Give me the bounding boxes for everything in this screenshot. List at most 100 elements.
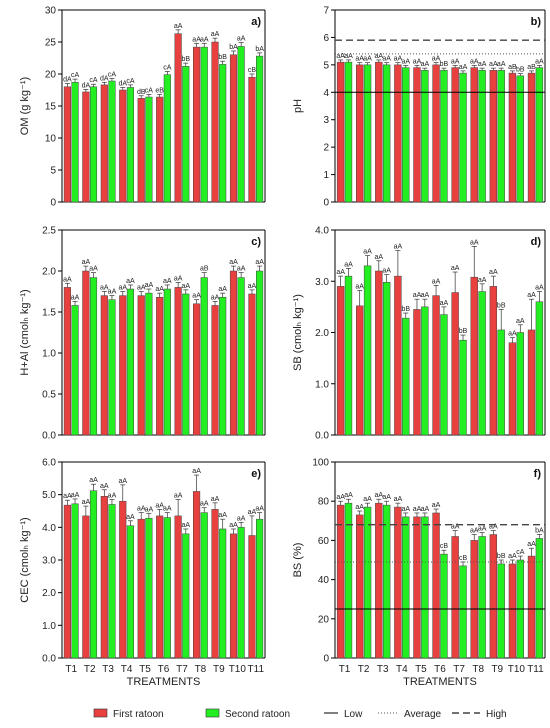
y-tick-label: 0.0 bbox=[42, 654, 56, 665]
bar-first-ratoon-t8 bbox=[193, 303, 201, 436]
bar-first-ratoon-t4 bbox=[119, 500, 127, 659]
bar-second-ratoon-t2 bbox=[363, 64, 372, 203]
bar-significance-label: aA bbox=[218, 286, 227, 293]
y-tick-label: 7 bbox=[323, 6, 329, 17]
bar-significance-label: aA bbox=[336, 494, 345, 501]
legend-high-label: High bbox=[486, 709, 507, 720]
bar-significance-label: aA bbox=[155, 502, 164, 509]
y-axis-label: OM (g kg⁻¹) bbox=[19, 77, 31, 135]
bar-significance-label: bB bbox=[181, 56, 190, 63]
bar-significance-label: aA bbox=[181, 283, 190, 290]
bar-second-ratoon-t11 bbox=[256, 55, 264, 203]
x-tick-label: T2 bbox=[84, 664, 96, 675]
bar-significance-label: aA bbox=[363, 56, 372, 63]
bar-second-ratoon-t1 bbox=[71, 503, 79, 659]
bar-first-ratoon-t10 bbox=[229, 54, 238, 203]
bar-first-ratoon-t1 bbox=[336, 504, 345, 659]
legend-first-ratoon-swatch bbox=[93, 708, 108, 718]
bar-significance-label: aA bbox=[137, 285, 146, 292]
bar-first-ratoon-t2 bbox=[82, 91, 90, 203]
bar-significance-label: bB bbox=[497, 553, 506, 560]
bar-first-ratoon-t2 bbox=[82, 270, 90, 436]
y-tick-label: 5.0 bbox=[42, 490, 56, 501]
bar-first-ratoon-t9 bbox=[489, 534, 498, 659]
bar-significance-label: aA bbox=[174, 23, 183, 30]
bar-first-ratoon-t5 bbox=[137, 98, 145, 203]
bar-significance-label: aA bbox=[336, 269, 345, 276]
bar-significance-label: aA bbox=[489, 524, 498, 531]
panel-label: d) bbox=[531, 236, 542, 248]
bar-significance-label: aA bbox=[535, 285, 544, 292]
bar-significance-label: bB bbox=[440, 61, 449, 68]
bar-second-ratoon-t8 bbox=[478, 70, 486, 203]
bar-significance-label: aA bbox=[527, 292, 536, 299]
bar-significance-label: aA bbox=[200, 501, 209, 508]
bar-second-ratoon-t8 bbox=[478, 291, 486, 436]
y-tick-label: 10 bbox=[45, 134, 57, 145]
y-tick-label: 1.5 bbox=[42, 308, 56, 319]
y-tick-label: 1.0 bbox=[42, 621, 56, 632]
y-tick-label: 4.0 bbox=[315, 226, 329, 237]
bar-significance-label: aA bbox=[363, 249, 372, 256]
bar-second-ratoon-t3 bbox=[108, 80, 116, 203]
bar-significance-label: aA bbox=[192, 468, 201, 475]
bar-significance-label: aA bbox=[489, 269, 498, 276]
panel-label: e) bbox=[251, 468, 261, 480]
bar-significance-label: dA bbox=[100, 75, 109, 82]
y-tick-label: 5 bbox=[323, 60, 329, 71]
bar-significance-label: dA bbox=[82, 82, 91, 89]
bar-second-ratoon-t10 bbox=[516, 75, 524, 203]
bar-first-ratoon-t5 bbox=[413, 67, 421, 203]
bar-first-ratoon-t8 bbox=[193, 491, 201, 659]
bar-first-ratoon-t8 bbox=[470, 67, 478, 203]
bar-first-ratoon-t4 bbox=[394, 275, 402, 436]
bar-significance-label: bB bbox=[401, 306, 410, 313]
y-tick-label: 2 bbox=[323, 143, 329, 154]
bar-significance-label: aA bbox=[211, 294, 220, 301]
bar-significance-label: aA bbox=[229, 259, 238, 266]
bar-significance-label: aA bbox=[401, 506, 410, 513]
bar-first-ratoon-t5 bbox=[413, 309, 421, 436]
bar-second-ratoon-t3 bbox=[108, 299, 116, 436]
x-tick-label: T3 bbox=[102, 664, 114, 675]
bar-first-ratoon-t10 bbox=[508, 563, 517, 659]
x-tick-label: T7 bbox=[176, 664, 188, 675]
x-tick-label: T9 bbox=[491, 664, 503, 675]
bar-first-ratoon-t1 bbox=[63, 504, 71, 659]
bar-significance-label: aA bbox=[478, 526, 487, 533]
bar-significance-label: cA bbox=[71, 72, 80, 79]
panel-d: 0.01.02.03.04.0SB (cmolₕ kg⁻¹)d)aAaAaAaA… bbox=[292, 226, 546, 442]
bar-significance-label: aA bbox=[413, 58, 422, 65]
bar-second-ratoon-t8 bbox=[478, 536, 486, 659]
y-tick-label: 0.0 bbox=[42, 431, 56, 442]
bar-significance-label: eB bbox=[155, 87, 164, 94]
bar-significance-label: aA bbox=[137, 506, 146, 513]
bar-significance-label: aA bbox=[432, 502, 441, 509]
bar-significance-label: aA bbox=[237, 515, 246, 522]
bar-second-ratoon-t10 bbox=[516, 332, 524, 436]
bar-significance-label: aA bbox=[344, 53, 353, 60]
bar-second-ratoon-t10 bbox=[237, 46, 245, 203]
bar-significance-label: aA bbox=[401, 58, 410, 65]
bar-significance-label: aA bbox=[470, 239, 479, 246]
bar-significance-label: aA bbox=[174, 493, 183, 500]
bar-significance-label: aA bbox=[145, 282, 154, 289]
y-tick-label: 15 bbox=[45, 102, 57, 113]
bar-first-ratoon-t6 bbox=[156, 96, 164, 203]
bar-significance-label: bA bbox=[535, 528, 544, 535]
bar-second-ratoon-t6 bbox=[440, 314, 448, 436]
bar-second-ratoon-t4 bbox=[402, 67, 410, 203]
bar-first-ratoon-t7 bbox=[174, 33, 182, 203]
bar-first-ratoon-t4 bbox=[119, 89, 127, 203]
legend-low-label: Low bbox=[344, 709, 363, 720]
bar-significance-label: dB bbox=[137, 89, 146, 96]
y-tick-label: 0 bbox=[50, 198, 56, 209]
y-tick-label: 2.0 bbox=[42, 588, 56, 599]
bar-first-ratoon-t5 bbox=[137, 295, 145, 436]
y-tick-label: 6 bbox=[323, 33, 329, 44]
bar-significance-label: aA bbox=[382, 56, 391, 63]
bar-second-ratoon-t4 bbox=[126, 288, 134, 436]
